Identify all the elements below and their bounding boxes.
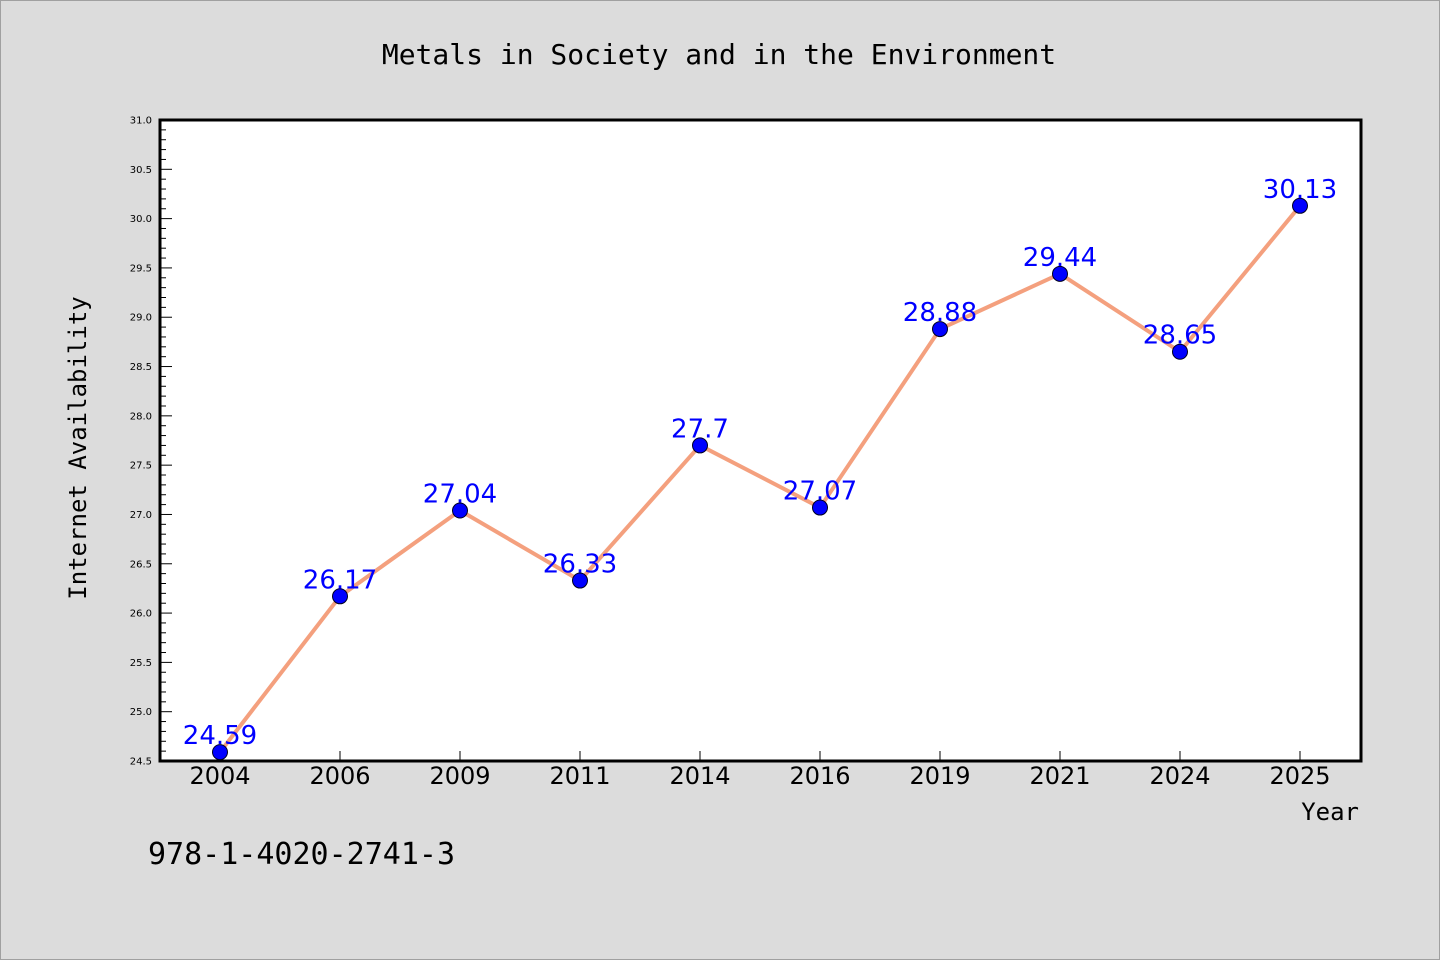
data-point [452, 502, 468, 519]
y-tick-label: 26.5 [130, 559, 152, 570]
data-point [1292, 197, 1308, 214]
x-tick-label: 2021 [1029, 762, 1090, 790]
data-label: 26.17 [303, 565, 377, 595]
data-point [812, 499, 828, 516]
data-label: 24.59 [183, 721, 257, 751]
chart-title: Metals in Society and in the Environment [382, 38, 1056, 71]
data-label: 27.7 [671, 414, 729, 444]
y-axis-label: Internet Availability [64, 296, 92, 599]
x-tick-label: 2011 [549, 762, 610, 790]
y-tick-label: 27.0 [130, 510, 152, 521]
data-point [1172, 343, 1188, 360]
data-point [1052, 265, 1068, 282]
data-labels: 24.59 26.17 27.04 26.33 27.7 27.07 28.88 29.44 2… [183, 175, 1337, 751]
data-point [332, 588, 348, 605]
x-tick-label: 2004 [189, 762, 250, 790]
y-tick-label: 25.5 [130, 658, 152, 669]
x-tick-label: 2016 [789, 762, 850, 790]
x-tick-label: 2025 [1269, 762, 1330, 790]
data-label: 28.88 [903, 298, 977, 328]
x-axis: 2004 2006 2009 2011 2014 2016 2019 2021 2024 2025 [189, 751, 1331, 790]
data-point [212, 744, 228, 761]
x-axis-label: Year [1301, 798, 1359, 826]
y-tick-label: 30.0 [130, 214, 152, 225]
data-label: 29.44 [1023, 243, 1097, 273]
series-line [218, 204, 1302, 754]
y-tick-label: 31.0 [130, 116, 152, 127]
data-points [212, 197, 1308, 761]
y-axis: 24.5 25.0 25.5 26.0 26.5 27.0 27.5 28.0 28.5 29.0… [130, 116, 172, 768]
y-tick-label: 29.0 [130, 313, 152, 324]
y-tick-label: 25.0 [130, 707, 152, 718]
y-tick-label: 24.5 [130, 757, 152, 768]
footnote: 978-1-4020-2741-3 [148, 837, 455, 872]
data-label: 27.04 [423, 480, 497, 510]
y-tick-label: 29.5 [130, 263, 152, 274]
y-tick-label: 26.0 [130, 609, 152, 620]
y-tick-label: 28.5 [130, 362, 152, 373]
x-tick-label: 2009 [429, 762, 490, 790]
data-point [692, 437, 708, 454]
y-tick-label: 27.5 [130, 461, 152, 472]
x-tick-label: 2006 [309, 762, 370, 790]
x-tick-label: 2019 [909, 762, 970, 790]
data-label: 26.33 [543, 550, 617, 580]
x-tick-label: 2014 [669, 762, 730, 790]
y-tick-label: 30.5 [130, 165, 152, 176]
data-label: 28.65 [1143, 321, 1217, 351]
y-tick-label: 28.0 [130, 411, 152, 422]
data-label: 30.13 [1263, 175, 1337, 205]
data-point [572, 572, 588, 589]
x-tick-label: 2024 [1149, 762, 1210, 790]
plot-area [158, 118, 1363, 763]
data-label: 27.07 [783, 477, 857, 507]
data-point [932, 321, 948, 338]
